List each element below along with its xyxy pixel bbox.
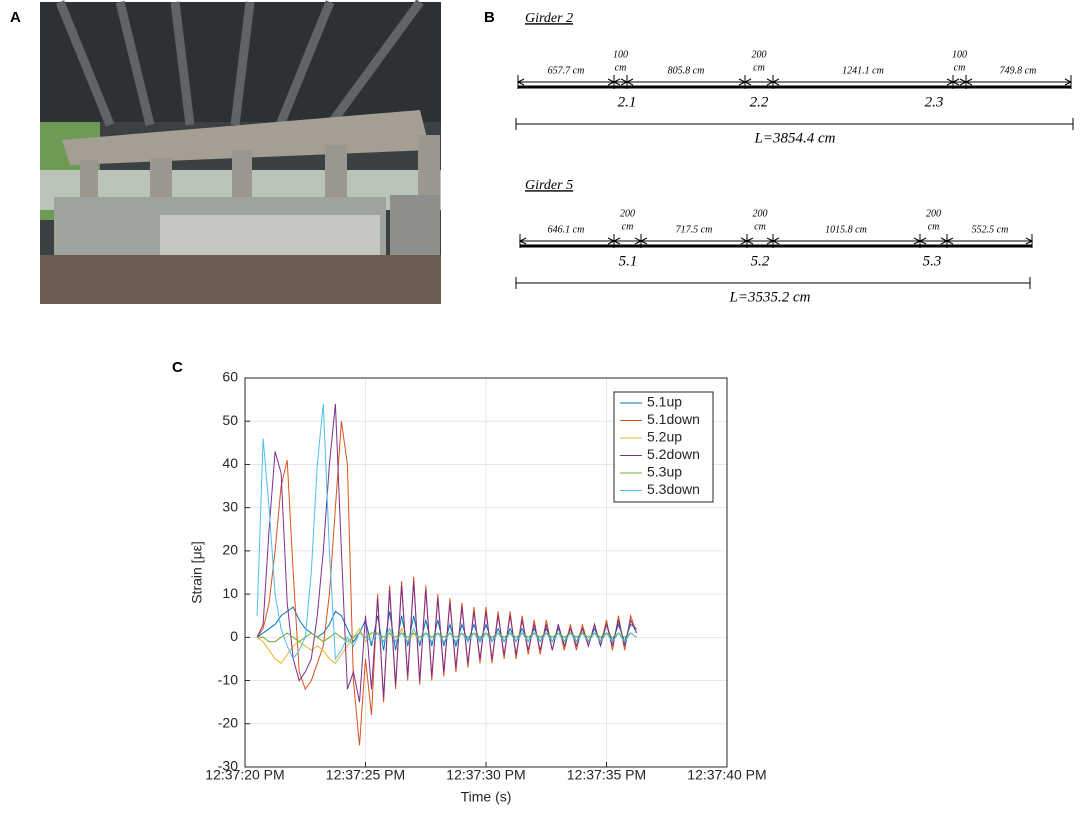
y-tick-label: 60 (222, 369, 238, 385)
gap-length: 200 (752, 49, 767, 60)
y-tick-label: -20 (218, 714, 238, 730)
girder-title: Girder 2 (525, 11, 573, 26)
y-tick-label: -10 (218, 671, 238, 687)
arrow-head (945, 237, 1034, 245)
series-line (257, 632, 637, 643)
y-axis-title: Strain [με] (189, 541, 205, 604)
x-tick-label: 12:37:40 PM (687, 767, 766, 783)
panel-label: A (10, 9, 21, 26)
gap-length: 100 (952, 49, 967, 60)
segment-length: 646.1 cm (548, 224, 585, 235)
y-tick-label: 20 (222, 542, 238, 558)
x-tick-label: 12:37:35 PM (567, 767, 646, 783)
gap-length: 200 (753, 208, 768, 219)
y-tick-label: -30 (218, 758, 238, 774)
gauge-label: 2.2 (750, 94, 769, 110)
gap-unit: cm (753, 62, 765, 73)
gap-unit: cm (954, 62, 966, 73)
gap-length: 100 (613, 49, 628, 60)
panel-label: B (484, 9, 495, 26)
gauge-label: 5.1 (619, 253, 638, 269)
legend-label: 5.3down (647, 481, 700, 497)
x-tick-label: 12:37:30 PM (446, 767, 525, 783)
gap-length: 200 (620, 208, 635, 219)
girder-title: Girder 5 (525, 178, 573, 193)
y-tick-label: 40 (222, 455, 238, 471)
legend-label: 5.2down (647, 446, 700, 462)
x-tick-label: 12:37:20 PM (205, 767, 284, 783)
gauge-label: 5.3 (923, 253, 942, 269)
legend-box (613, 391, 714, 503)
gauge-label: 2.3 (925, 94, 944, 110)
plot-frame (244, 377, 728, 768)
legend-label: 5.1up (647, 394, 682, 410)
gauge-label: 5.2 (751, 253, 770, 269)
segment-length: 749.8 cm (1000, 65, 1037, 76)
gap-unit: cm (622, 221, 634, 232)
gap-unit: cm (754, 221, 766, 232)
x-tick-label: 12:37:25 PM (326, 767, 405, 783)
y-tick-label: 50 (222, 412, 238, 428)
segment-length: 1015.8 cm (825, 224, 867, 235)
legend-label: 5.3up (647, 464, 682, 480)
segment-length: 717.5 cm (676, 224, 713, 235)
segment-length: 552.5 cm (972, 224, 1009, 235)
segment-length: 1241.1 cm (842, 65, 884, 76)
y-tick-label: 10 (222, 585, 238, 601)
y-tick-label: 0 (230, 628, 238, 644)
total-length: L=3535.2 cm (729, 289, 811, 305)
panel-label: C (172, 359, 183, 376)
arrow-head (964, 78, 1073, 86)
legend-label: 5.2up (647, 429, 682, 445)
y-tick-label: 30 (222, 498, 238, 514)
segment-length: 657.7 cm (548, 65, 585, 76)
x-axis-title: Time (s) (461, 789, 512, 805)
total-length: L=3854.4 cm (754, 130, 836, 146)
gap-length: 200 (926, 208, 941, 219)
gap-unit: cm (615, 62, 627, 73)
series-line (256, 403, 637, 661)
bridge-photo (40, 0, 441, 304)
legend-label: 5.1down (647, 411, 700, 427)
gauge-label: 2.1 (618, 94, 637, 110)
gap-unit: cm (928, 221, 940, 232)
girder-diagram: Girder 2 657.7 cm 805.8 cm 1241.1 cm 749.8 c… (515, 11, 1074, 305)
segment-length: 805.8 cm (668, 65, 705, 76)
chart: -30 -20 -10 0 10 20 30 40 50 60 12:37:20 PM 12:37:2… (189, 369, 767, 805)
